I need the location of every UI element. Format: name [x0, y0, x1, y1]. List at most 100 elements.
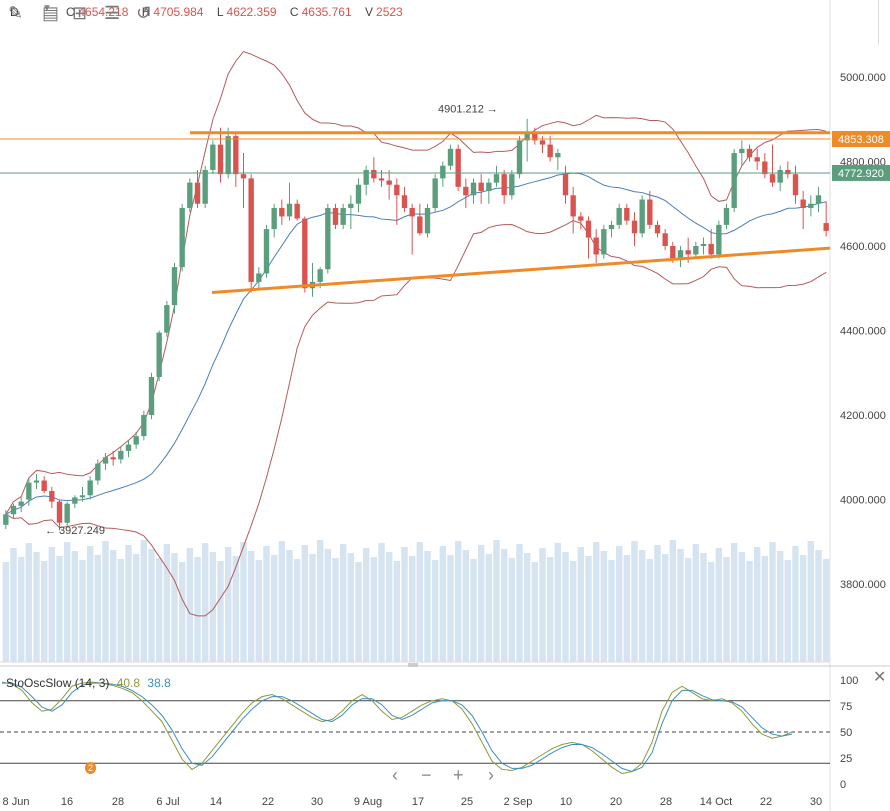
- candle-body: [685, 250, 691, 255]
- x-tick-label: 30: [810, 796, 822, 808]
- candle-body: [118, 450, 124, 460]
- candle-body: [102, 457, 109, 464]
- close-icon[interactable]: ✕: [873, 669, 887, 686]
- volume-bar: [746, 561, 753, 662]
- x-tick-label: 16: [61, 796, 73, 808]
- candle-body: [601, 229, 607, 255]
- volume-bar: [232, 556, 240, 662]
- oscillator-name: StoOscSlow (14, 3): [6, 676, 110, 690]
- volume-bar: [385, 552, 393, 662]
- pencil-icon[interactable]: ✎: [8, 3, 24, 23]
- oscillator-tick-label: 0: [840, 779, 846, 791]
- chart-header: D ▼ O 4654.218 H 4705.984 L 4622.359 C 4635.…: [0, 0, 830, 24]
- high-annotation: 4901.212 →: [438, 104, 498, 116]
- candle-body: [72, 497, 78, 504]
- candle-body: [194, 182, 201, 204]
- candle-body: [631, 220, 638, 234]
- scroll-left-button[interactable]: ‹: [392, 765, 398, 785]
- candle-body: [378, 178, 385, 181]
- volume-bar: [209, 552, 217, 662]
- reset-icon[interactable]: ↺: [136, 3, 152, 23]
- zoom-in-button[interactable]: +: [453, 765, 464, 785]
- volume-bar: [171, 553, 178, 662]
- candle-body: [10, 505, 17, 515]
- candle-body: [332, 207, 339, 225]
- period-selector[interactable]: D: [10, 5, 19, 19]
- candle-body: [233, 136, 239, 175]
- volume-bar: [700, 553, 707, 662]
- volume-bar: [792, 546, 799, 662]
- candle-body: [156, 332, 162, 377]
- volume-bar: [723, 557, 730, 662]
- candle-body: [148, 376, 155, 415]
- volume-bar: [25, 543, 33, 662]
- volume-bar: [316, 540, 324, 662]
- last-price-tag: [832, 164, 890, 181]
- indicator-count-badge: 2: [85, 762, 97, 774]
- scroll-right-button[interactable]: ›: [488, 765, 494, 785]
- y-tick-label: 4200.000: [840, 410, 886, 422]
- y-tick-label: 4400.000: [840, 326, 886, 338]
- stoch-k-line: [1, 681, 793, 775]
- volume-bar: [692, 544, 700, 662]
- candle-body: [486, 182, 492, 192]
- candle-body: [187, 182, 193, 208]
- candle-body: [317, 269, 323, 282]
- volume-bar: [807, 541, 815, 662]
- volume-bar: [439, 546, 447, 662]
- x-tick-label: 30: [311, 796, 323, 808]
- volume-bar: [240, 542, 247, 662]
- candle-body: [777, 169, 783, 183]
- candle-body: [608, 224, 615, 230]
- volume-bar: [677, 549, 684, 662]
- volume-bar: [140, 540, 148, 662]
- x-tick-label: 28: [660, 796, 672, 808]
- candle-body: [286, 203, 293, 217]
- close-value: 4635.761: [301, 5, 352, 19]
- volume-bar: [255, 560, 263, 662]
- volume-bar: [148, 549, 155, 662]
- candle-body: [677, 250, 684, 259]
- candle-body: [202, 169, 208, 204]
- volume-bar: [569, 561, 577, 662]
- ohlc-readout: O 4654.218 H 4705.984 L 4622.359 C 4635.761 …: [66, 5, 403, 19]
- candle-body: [762, 161, 768, 175]
- oscillator-tick-label: 25: [840, 753, 852, 765]
- volume-bar: [362, 548, 370, 662]
- candle-body: [125, 444, 132, 451]
- candle-body: [210, 144, 216, 170]
- volume-bar: [393, 561, 401, 662]
- candle-body: [95, 463, 101, 481]
- x-tick-label: 14 Oct: [700, 796, 732, 808]
- candle-body: [823, 223, 829, 231]
- candle-body: [424, 207, 431, 234]
- candle-body: [371, 169, 377, 179]
- open-label: O: [66, 5, 76, 19]
- chevron-down-icon[interactable]: ▼: [42, 3, 52, 14]
- candle-body: [654, 224, 661, 234]
- candle-body: [432, 178, 438, 208]
- x-tick-label: 22: [262, 796, 274, 808]
- candle-body: [133, 436, 139, 445]
- stoch-d-line: [2, 682, 793, 773]
- candle-body: [754, 157, 760, 162]
- y-tick-label: 5000.000: [840, 72, 886, 84]
- volume-bar: [86, 546, 94, 662]
- volume-bar: [347, 553, 355, 662]
- candle-body: [524, 131, 530, 141]
- volume-bar: [40, 561, 48, 662]
- x-tick-label: 14: [210, 796, 222, 808]
- candle-body: [785, 169, 791, 175]
- volume-bar: [431, 560, 439, 662]
- settings-sliders-icon[interactable]: ☰: [104, 3, 121, 23]
- volume-bar: [753, 547, 761, 662]
- add-indicator-icon[interactable]: ⊞: [72, 3, 88, 23]
- candle-body: [225, 136, 231, 175]
- close-label: C: [289, 5, 299, 19]
- volume-bar: [71, 551, 79, 662]
- candle-body: [585, 220, 592, 238]
- volume-bar: [33, 552, 40, 662]
- list-icon[interactable]: ▤: [42, 3, 60, 23]
- zoom-out-button[interactable]: −: [421, 765, 432, 785]
